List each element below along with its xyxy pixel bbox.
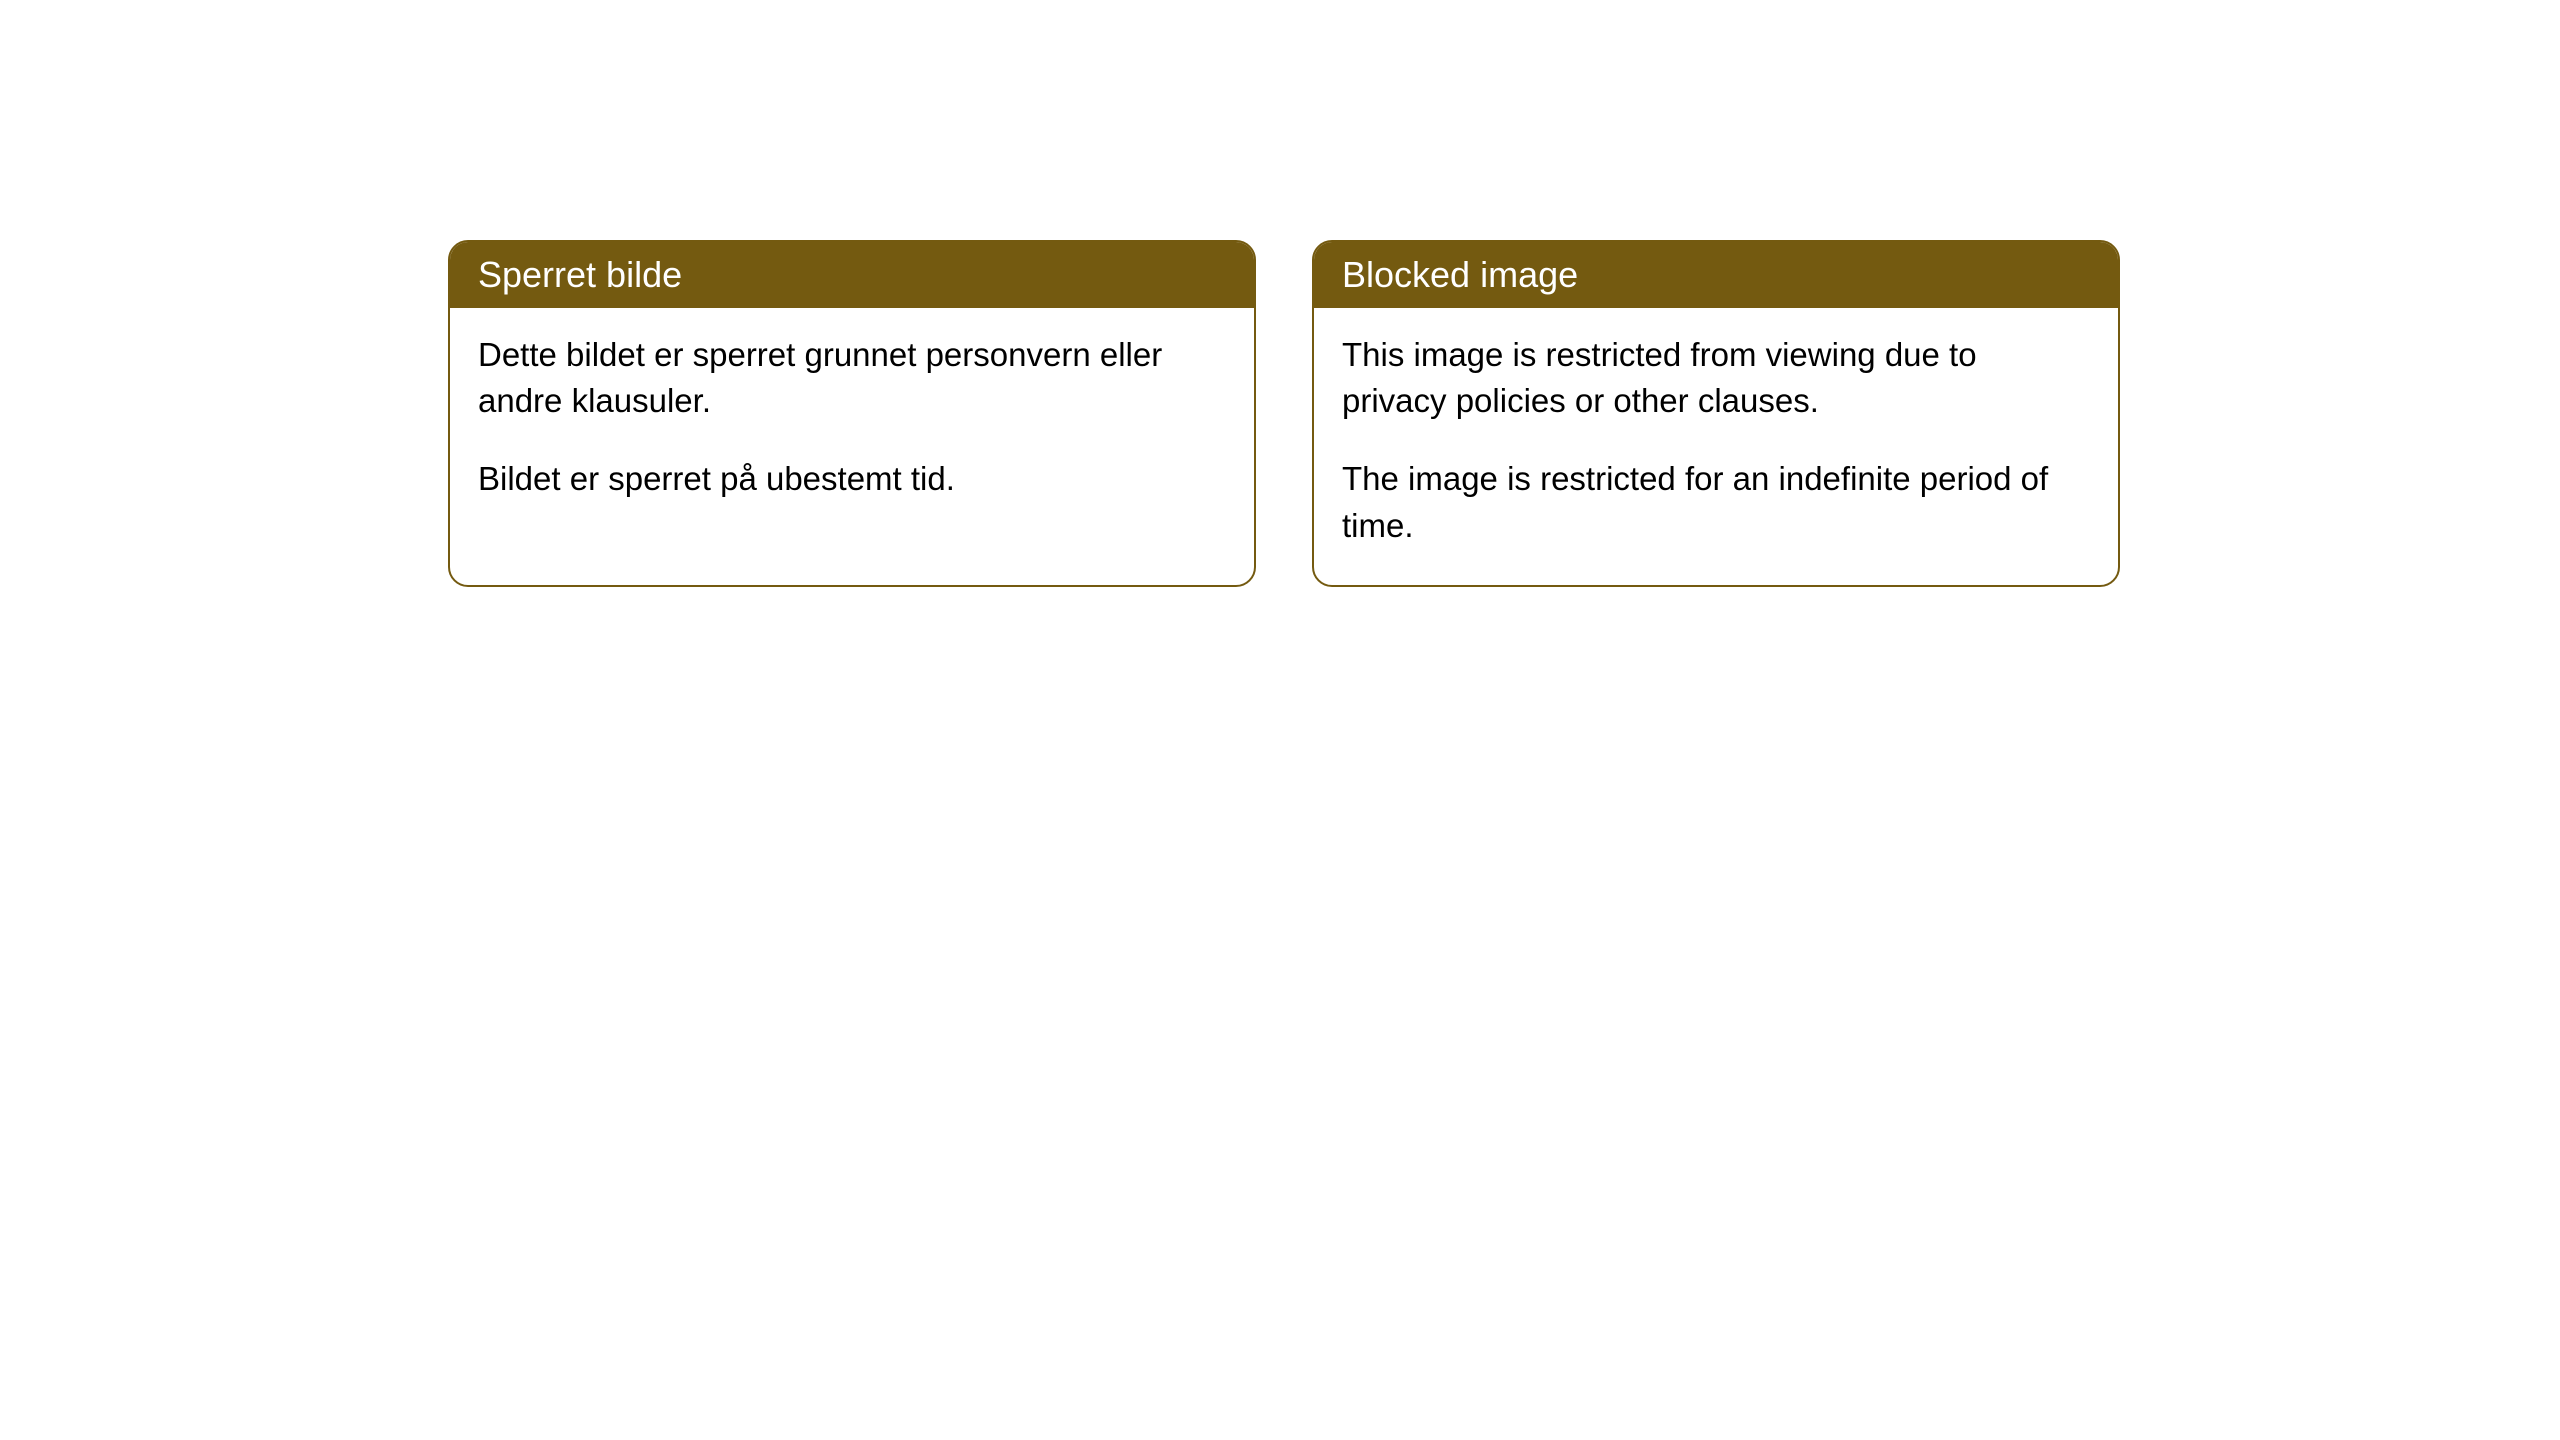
notice-card-english: Blocked image This image is restricted f… [1312, 240, 2120, 587]
card-paragraph: Dette bildet er sperret grunnet personve… [478, 332, 1226, 424]
notice-card-norwegian: Sperret bilde Dette bildet er sperret gr… [448, 240, 1256, 587]
card-body: This image is restricted from viewing du… [1314, 308, 2118, 585]
card-paragraph: The image is restricted for an indefinit… [1342, 456, 2090, 548]
card-paragraph: This image is restricted from viewing du… [1342, 332, 2090, 424]
card-paragraph: Bildet er sperret på ubestemt tid. [478, 456, 1226, 502]
card-header: Blocked image [1314, 242, 2118, 308]
card-header: Sperret bilde [450, 242, 1254, 308]
cards-container: Sperret bilde Dette bildet er sperret gr… [448, 240, 2120, 587]
card-body: Dette bildet er sperret grunnet personve… [450, 308, 1254, 539]
